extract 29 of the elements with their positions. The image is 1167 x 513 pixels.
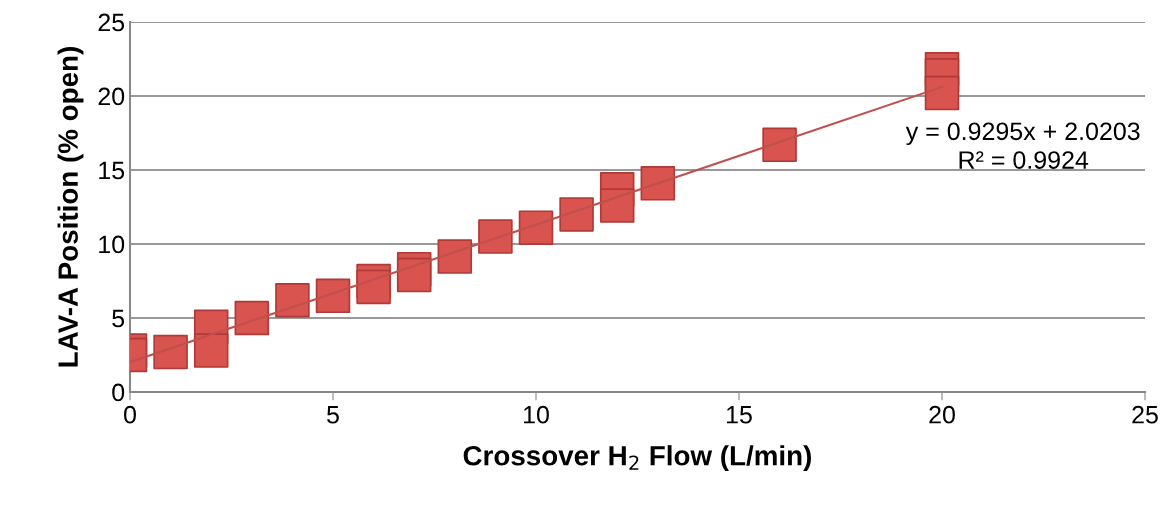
point bbox=[599, 188, 635, 223]
x-axis-title: Crossover H$_{2}$ Flow (L/min) bbox=[463, 445, 811, 472]
point bbox=[315, 278, 351, 314]
point bbox=[437, 239, 473, 274]
point bbox=[234, 300, 270, 336]
x-tick-label: 20 bbox=[929, 405, 955, 424]
point bbox=[193, 333, 229, 368]
y-axis-title: LAV-A Position (% open) bbox=[57, 47, 84, 367]
point bbox=[478, 219, 513, 254]
point bbox=[762, 127, 797, 163]
annotation: y = 0.9295x + 2.0203 R² = 0.9924 bbox=[905, 122, 1140, 169]
y-tick-label: 25 bbox=[98, 13, 125, 32]
x-tick-label: 15 bbox=[727, 406, 752, 424]
y-tick-label: 10 bbox=[99, 235, 125, 254]
point bbox=[559, 197, 594, 232]
y-tick-label: 5 bbox=[112, 309, 125, 328]
point bbox=[153, 334, 188, 370]
y-tick-label: 0 bbox=[112, 383, 125, 402]
y-tick-label: 15 bbox=[99, 161, 125, 180]
point bbox=[640, 166, 676, 201]
point bbox=[396, 257, 432, 293]
x-tick-label: 25 bbox=[1132, 405, 1158, 424]
x-tick-label: 10 bbox=[524, 405, 549, 424]
point bbox=[275, 282, 310, 318]
x-tick-label: 5 bbox=[327, 406, 339, 424]
point bbox=[518, 210, 554, 245]
y-tick-label: 20 bbox=[98, 87, 125, 106]
point bbox=[924, 75, 960, 111]
point bbox=[356, 269, 391, 305]
